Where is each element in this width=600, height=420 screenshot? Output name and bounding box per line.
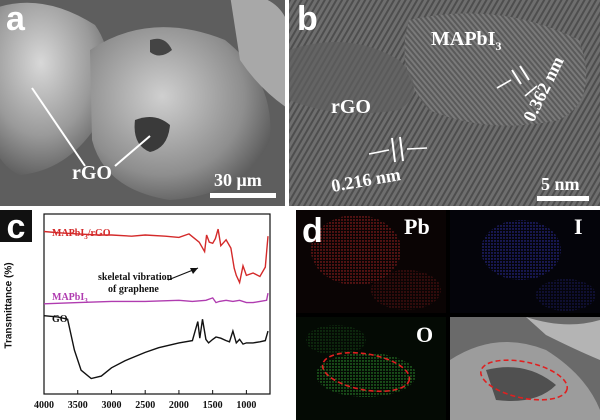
panel-letter: d [302, 212, 323, 250]
mapbi3-label-sub: 3 [495, 39, 502, 53]
series-label-mapbi3-rgo: MAPbI3/rGO [52, 228, 111, 241]
rgo-label: rGO [331, 96, 371, 118]
ftir-plot: 4000 3500 3000 2500 2000 1500 1000 [34, 213, 271, 411]
x-tick-label: 2500 [135, 400, 155, 411]
map-i [450, 210, 600, 313]
panel-a-sem: a rGO 30 μm [0, 0, 285, 206]
x-tick-label: 1000 [236, 400, 256, 411]
series-label-main: MAPbI [52, 228, 85, 239]
series-label-main: GO [52, 314, 68, 325]
series-label-sub: 3 [84, 233, 88, 241]
element-label-pb: Pb [404, 214, 430, 239]
panel-c-ftir-chart: c 4000 3500 3000 2500 2000 1500 1000 Transmitt… [0, 210, 292, 420]
x-tick-label: 3000 [101, 400, 121, 411]
x-tick-label: 2000 [169, 400, 189, 411]
mapbi3-label-main: MAPbI [431, 28, 496, 50]
series-line-mapbi3-rgo [43, 228, 269, 285]
plot-frame [43, 213, 271, 395]
y-axis-label: Transmittance (%) [3, 262, 15, 349]
panel-letter: b [297, 0, 318, 38]
panel-b-hrtem: b MAPbI3 rGO 0.362 nm 0.216 nm 5 nm [289, 0, 600, 206]
hrtem-image [289, 0, 600, 206]
series-line-go [43, 315, 269, 380]
map-pb [296, 210, 446, 313]
panel-d-eds-maps: d Pb I O [296, 210, 600, 420]
annotation-line1: skeletal vibration [98, 272, 173, 283]
map-sem [450, 317, 600, 420]
x-tick-label: 4000 [34, 400, 54, 411]
series-label-sub: 3 [84, 297, 88, 305]
mapbi3-label: MAPbI3 [431, 28, 501, 54]
series-label-tail: /rGO [87, 228, 111, 239]
eds-map-grid [296, 210, 600, 420]
sem-image [0, 0, 285, 206]
series-label-main: MAPbI [52, 292, 85, 303]
scale-bar-label: 30 μm [214, 170, 262, 190]
scale-bar-label: 5 nm [541, 174, 580, 194]
x-tick-label: 1500 [203, 400, 223, 411]
series-label-mapbi3: MAPbI3 [52, 292, 88, 305]
series-label-go: GO [52, 314, 68, 325]
rgo-label: rGO [72, 162, 112, 184]
x-tick-label: 3500 [68, 400, 88, 411]
panel-letter: c [0, 210, 32, 244]
annotation-line2: of graphene [108, 284, 159, 295]
element-label-i: I [574, 214, 583, 239]
panel-letter: a [6, 0, 25, 38]
element-label-o: O [416, 322, 434, 347]
map-o [296, 317, 446, 420]
series-line-mapbi3 [43, 292, 269, 305]
annotation-arrowhead [190, 268, 198, 274]
